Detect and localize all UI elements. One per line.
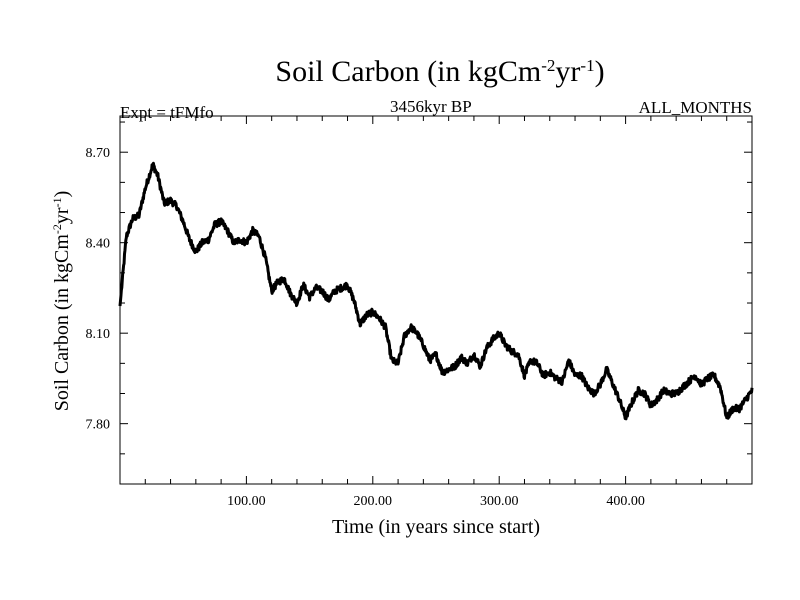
x-tick-label: 100.00 [227, 494, 266, 509]
x-tick-label: 200.00 [354, 494, 393, 509]
line-chart: 7.80 8.10 8.40 8.70 100.00 200.00 300.00 400.0… [0, 0, 800, 600]
y-tick-labels: 7.80 8.10 8.40 8.70 [86, 146, 111, 432]
x-tick-label: 400.00 [606, 494, 645, 509]
x-tick-label: 300.00 [480, 494, 519, 509]
x-axis-label: Time (in years since start) [332, 516, 540, 538]
x-tick-labels: 100.00 200.00 300.00 400.00 [227, 494, 645, 509]
series-line-soil-carbon [120, 163, 752, 419]
y-tick-label: 7.80 [86, 418, 111, 433]
y-tick-label: 8.10 [86, 327, 111, 342]
y-axis-label: Soil Carbon (in kgCm-2yr-1) [50, 191, 73, 412]
y-tick-label: 8.40 [86, 237, 111, 252]
y-tick-label: 8.70 [86, 146, 111, 161]
plot-frame [120, 116, 752, 484]
axis-ticks [120, 116, 752, 484]
